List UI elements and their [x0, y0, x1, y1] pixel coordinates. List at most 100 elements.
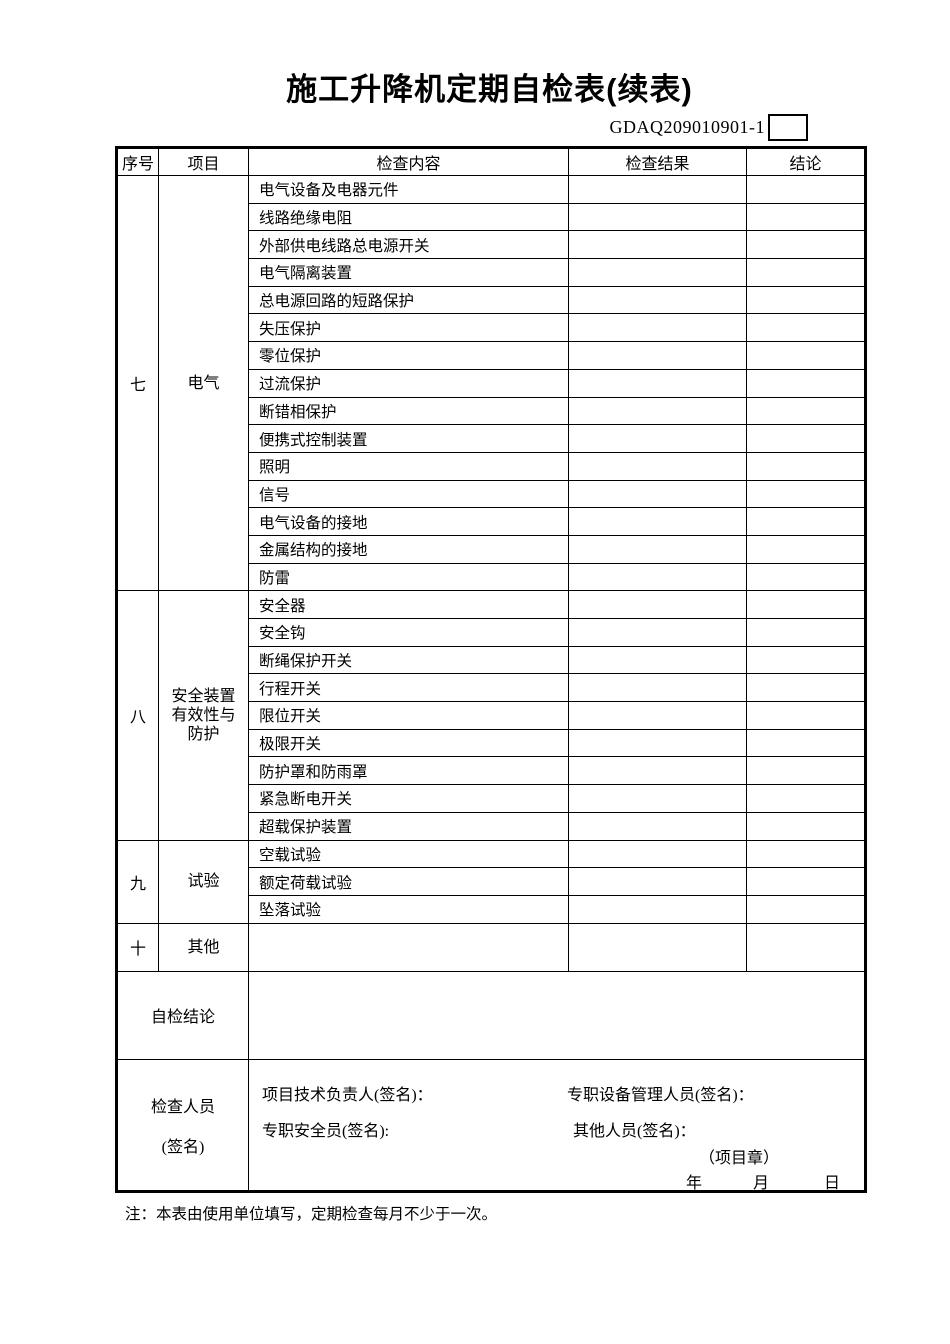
- result-cell: [568, 285, 747, 315]
- result-cell: [568, 839, 747, 869]
- conclusion-cell: [746, 784, 866, 813]
- result-cell: [568, 451, 747, 481]
- content-cell: 外部供电线路总电源开关: [248, 230, 569, 260]
- result-cell: [568, 811, 747, 841]
- section-index-cell: 七: [116, 174, 159, 592]
- table-row: 安全钩: [117, 618, 866, 647]
- form-code: GDAQ209010901-1: [609, 117, 765, 137]
- conclusion-cell: [746, 479, 866, 509]
- result-cell: [568, 368, 747, 398]
- content-cell: 坠落试验: [248, 894, 569, 924]
- conclusion-cell: [746, 756, 866, 786]
- date-year-label: 年: [686, 1174, 703, 1192]
- form-code-row: GDAQ209010901-1: [115, 113, 864, 142]
- result-cell: [568, 922, 747, 972]
- inspector-row: 检查人员 (签名) 项目技术负责人(签名)： 专职设备管理人员(签名)： 专职安…: [116, 1058, 866, 1192]
- conclusion-cell: [746, 285, 866, 315]
- result-cell: [568, 175, 747, 204]
- conclusion-cell: [746, 368, 866, 398]
- section-item-cell: 安全装置 有效性与 防护: [158, 590, 249, 841]
- content-cell: 额定荷载试验: [248, 867, 569, 896]
- result-cell: [568, 230, 747, 260]
- project-seal-label: （项目章）: [699, 1149, 780, 1167]
- result-cell: [568, 645, 747, 675]
- content-cell: 断错相保护: [248, 396, 569, 426]
- result-cell: [568, 673, 747, 703]
- conclusion-cell: [746, 313, 866, 343]
- conclusion-cell: [746, 396, 866, 426]
- table-row: 坠落试验: [117, 894, 866, 924]
- conclusion-cell: [746, 562, 866, 592]
- conclusion-cell: [746, 534, 866, 564]
- header-result: 检查结果: [568, 147, 747, 176]
- result-cell: [568, 618, 747, 647]
- table-row: 外部供电线路总电源开关: [117, 230, 866, 260]
- conclusion-cell: [746, 451, 866, 481]
- result-cell: [568, 424, 747, 453]
- content-cell: 断绳保护开关: [248, 645, 569, 675]
- table-row: 极限开关: [117, 728, 866, 758]
- table-row: 超载保护装置: [117, 811, 866, 841]
- content-cell: 信号: [248, 479, 569, 509]
- result-cell: [568, 590, 747, 619]
- content-cell: 总电源回路的短路保护: [248, 285, 569, 315]
- self-check-conclusion-label: 自检结论: [116, 970, 249, 1060]
- conclusion-cell: [746, 894, 866, 924]
- signature-cell: 项目技术负责人(签名)： 专职设备管理人员(签名)： 专职安全员(签名): 其他…: [248, 1058, 866, 1192]
- result-cell: [568, 534, 747, 564]
- result-cell: [568, 867, 747, 896]
- table-row: 断绳保护开关: [117, 645, 866, 675]
- table-row: 金属结构的接地: [117, 534, 866, 564]
- content-cell: 零位保护: [248, 341, 569, 370]
- conclusion-cell: [746, 618, 866, 647]
- conclusion-cell: [746, 922, 866, 972]
- self-check-conclusion-row: 自检结论: [116, 970, 866, 1060]
- header-serial: 序号: [116, 147, 159, 176]
- signature-layout: 项目技术负责人(签名)： 专职设备管理人员(签名)： 专职安全员(签名): 其他…: [250, 1061, 865, 1192]
- document: 施工升降机定期自检表(续表) GDAQ209010901-1 序号 项目 检查内…: [115, 0, 867, 1224]
- conclusion-cell: [746, 839, 866, 869]
- table-row: 零位保护: [117, 341, 866, 370]
- result-cell: [568, 396, 747, 426]
- conclusion-cell: [746, 258, 866, 287]
- inspector-label-sign: (签名): [161, 1138, 205, 1156]
- conclusion-cell: [746, 811, 866, 841]
- header-item: 项目: [158, 147, 249, 176]
- content-cell: 金属结构的接地: [248, 534, 569, 564]
- table-row: 照明: [117, 451, 866, 481]
- footnote: 注：本表由使用单位填写，定期检查每月不少于一次。: [125, 1205, 498, 1223]
- sig-tech-lead: 项目技术负责人(签名)：: [262, 1086, 433, 1104]
- sig-safety-officer: 专职安全员(签名):: [262, 1122, 390, 1140]
- section-index-cell: 八: [116, 590, 159, 841]
- result-cell: [568, 479, 747, 509]
- content-cell: 安全器: [248, 590, 569, 619]
- result-cell: [568, 313, 747, 343]
- header-conclusion: 结论: [746, 147, 866, 176]
- conclusion-cell: [746, 175, 866, 204]
- result-cell: [568, 894, 747, 924]
- self-check-conclusion-value-cell: [248, 970, 866, 1060]
- section-index-cell: 十: [116, 922, 159, 972]
- content-cell: [248, 922, 569, 972]
- form-code-box: [768, 114, 808, 141]
- content-cell: 线路绝缘电阻: [248, 202, 569, 232]
- content-cell: 电气设备的接地: [248, 507, 569, 536]
- date-month-label: 月: [753, 1174, 770, 1192]
- header-content: 检查内容: [248, 147, 569, 176]
- content-cell: 限位开关: [248, 701, 569, 730]
- content-cell: 电气隔离装置: [248, 258, 569, 287]
- content-cell: 失压保护: [248, 313, 569, 343]
- sig-other-personnel: 其他人员(签名)：: [573, 1122, 696, 1140]
- conclusion-cell: [746, 202, 866, 232]
- table-row: 失压保护: [117, 313, 866, 343]
- result-cell: [568, 728, 747, 758]
- date-day-label: 日: [824, 1174, 841, 1192]
- result-cell: [568, 701, 747, 730]
- result-cell: [568, 784, 747, 813]
- content-cell: 防雷: [248, 562, 569, 592]
- result-cell: [568, 562, 747, 592]
- content-cell: 防护罩和防雨罩: [248, 756, 569, 786]
- conclusion-cell: [746, 701, 866, 730]
- table-row: 七电气 电气设备及电器元件: [116, 174, 866, 592]
- conclusion-cell: [746, 645, 866, 675]
